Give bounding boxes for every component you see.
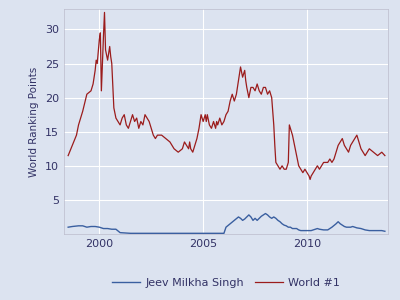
Jeev Milkha Singh xyxy=(88,225,93,228)
Line: Jeev Milkha Singh: Jeev Milkha Singh xyxy=(68,214,385,233)
World #1 xyxy=(287,123,292,127)
Jeev Milkha Singh xyxy=(325,228,330,232)
World #1 xyxy=(269,96,274,99)
Jeev Milkha Singh xyxy=(263,212,268,215)
Jeev Milkha Singh xyxy=(70,225,75,228)
World #1 xyxy=(308,178,312,181)
Line: World #1: World #1 xyxy=(68,12,385,179)
World #1 xyxy=(379,150,384,154)
Jeev Milkha Singh xyxy=(338,222,343,226)
Jeev Milkha Singh xyxy=(271,215,276,219)
World #1 xyxy=(190,150,195,154)
Legend: Jeev Milkha Singh, World #1: Jeev Milkha Singh, World #1 xyxy=(108,273,344,292)
Jeev Milkha Singh xyxy=(261,213,266,217)
World #1 xyxy=(261,85,266,89)
World #1 xyxy=(102,11,107,14)
Jeev Milkha Singh xyxy=(128,232,133,235)
Jeev Milkha Singh xyxy=(66,225,70,229)
World #1 xyxy=(66,154,70,158)
World #1 xyxy=(228,99,232,103)
Y-axis label: World Ranking Points: World Ranking Points xyxy=(30,66,40,177)
Jeev Milkha Singh xyxy=(382,230,387,233)
World #1 xyxy=(382,154,387,158)
